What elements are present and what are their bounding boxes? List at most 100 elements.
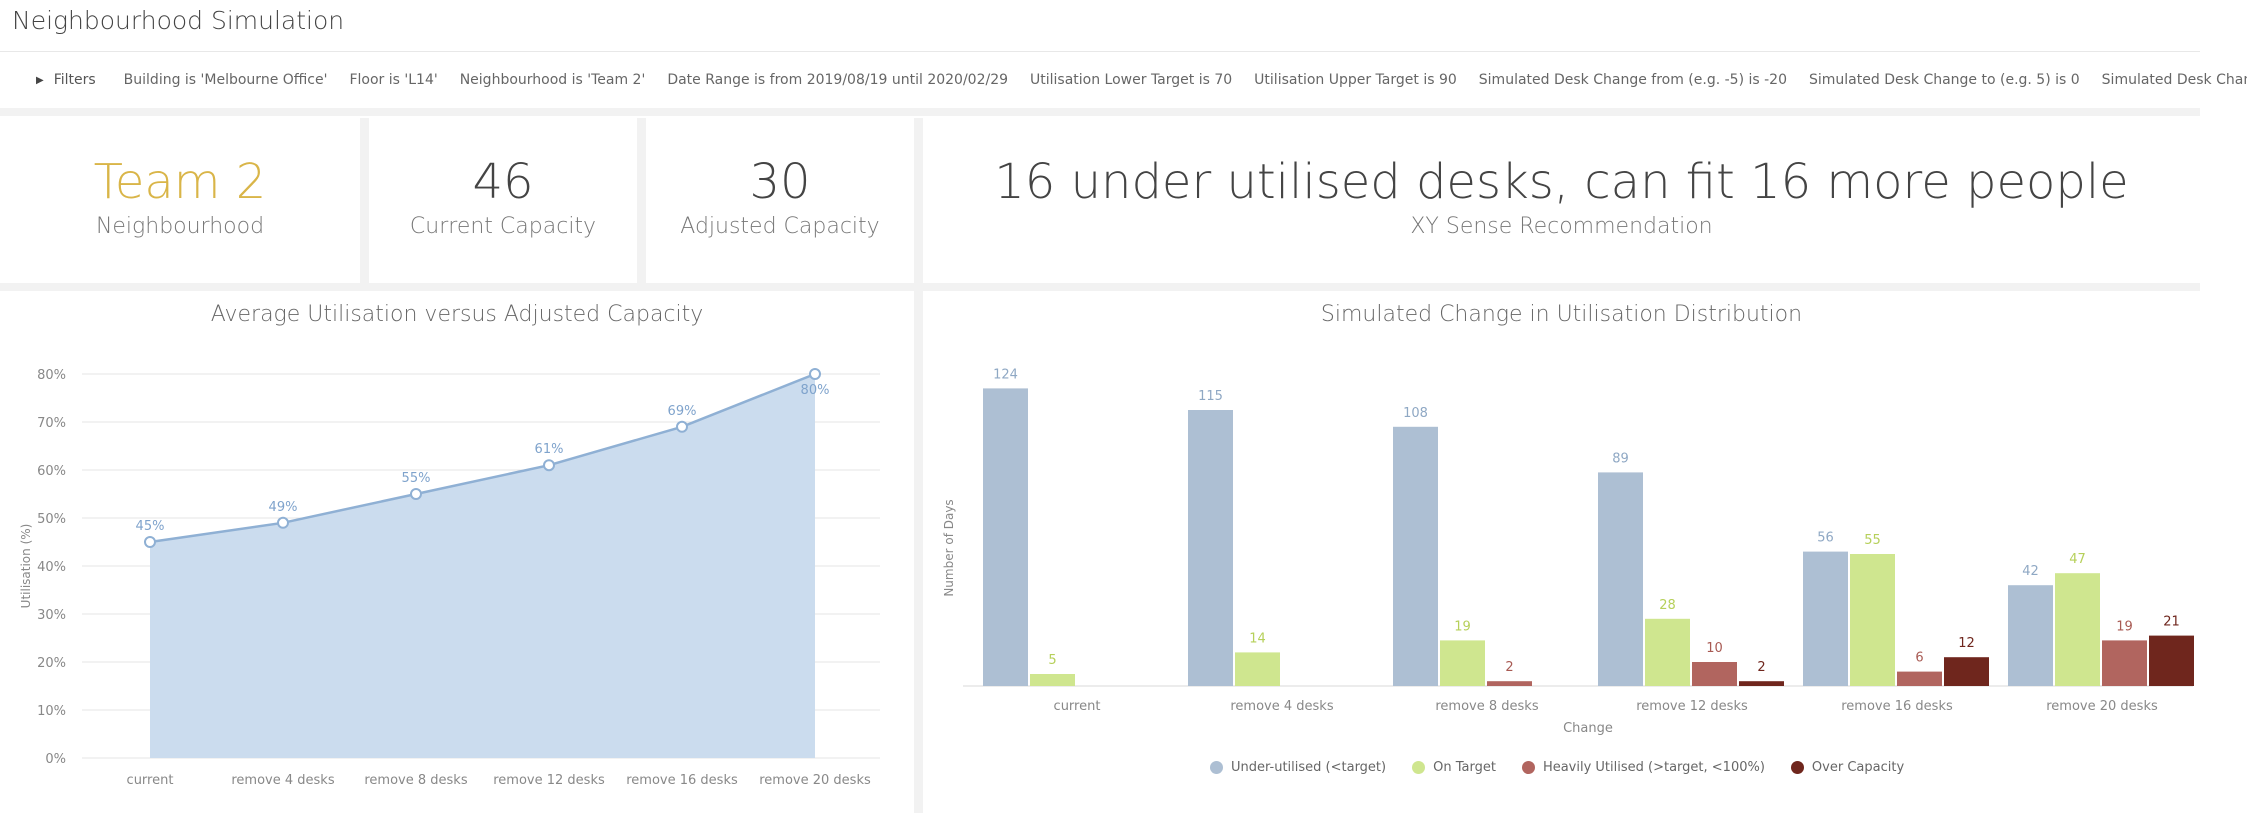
kpi-current-capacity: 46 Current Capacity	[369, 118, 637, 283]
filter-neighbourhood[interactable]: Neighbourhood is 'Team 2'	[459, 72, 646, 88]
bar-value-label: 89	[1612, 451, 1629, 466]
bar[interactable]	[1803, 551, 1848, 686]
bar-value-label: 108	[1403, 406, 1428, 421]
x-tick-label: remove 20 desks	[2046, 699, 2158, 714]
y-tick-label: 0%	[45, 752, 66, 767]
bar[interactable]	[1235, 652, 1280, 686]
filter-date-range[interactable]: Date Range is from 2019/08/19 until 2020…	[667, 72, 1009, 88]
kpi-current-capacity-label: Current Capacity	[409, 214, 597, 239]
x-tick-label: remove 4 desks	[1230, 699, 1333, 714]
y-tick-label: 10%	[37, 704, 66, 719]
y-axis-label: Utilisation (%)	[19, 524, 33, 609]
data-point[interactable]	[410, 488, 422, 500]
card-separator	[360, 118, 369, 283]
data-point[interactable]	[144, 536, 156, 548]
kpi-adjusted-capacity-value: 30	[749, 154, 811, 210]
data-label: 45%	[136, 519, 165, 534]
bar-value-label: 21	[2163, 615, 2180, 630]
filter-upper-target[interactable]: Utilisation Upper Target is 90	[1254, 72, 1457, 88]
bar-value-label: 124	[993, 367, 1018, 382]
legend-dot-icon	[1412, 761, 1426, 774]
bar-value-label: 47	[2069, 552, 2086, 567]
legend-label: On Target	[1433, 760, 1496, 775]
bar[interactable]	[2055, 573, 2100, 686]
bar[interactable]	[1692, 662, 1737, 686]
y-tick-label: 40%	[37, 560, 66, 575]
bar-chart-legend: Under-utilised (<target) On Target Heavi…	[1210, 760, 1904, 775]
filter-desk-change[interactable]: Simulated Desk Change	[2101, 72, 2247, 88]
y-axis-label: Number of Days	[942, 499, 956, 596]
filter-bar[interactable]: ▶ Filters Building is 'Melbourne Office'…	[36, 72, 2247, 88]
data-point[interactable]	[277, 516, 289, 529]
data-point[interactable]	[543, 459, 555, 472]
panel-separator	[914, 291, 923, 813]
section-divider	[0, 108, 2200, 116]
legend-dot-icon	[1210, 761, 1223, 774]
data-label: 61%	[535, 442, 564, 457]
x-tick-label: remove 20 desks	[759, 773, 871, 788]
bar-value-label: 6	[1915, 651, 1923, 666]
section-divider	[0, 283, 2200, 291]
x-tick-label: current	[127, 773, 174, 788]
y-tick-label: 60%	[37, 464, 66, 479]
kpi-current-capacity-value: 46	[472, 154, 534, 210]
x-tick-label: remove 8 desks	[1435, 699, 1538, 714]
legend-item-heavily-utilised[interactable]: Heavily Utilised (>target, <100%)	[1521, 760, 1765, 775]
bar-value-label: 115	[1198, 389, 1223, 404]
y-tick-label: 20%	[37, 656, 66, 671]
bar[interactable]	[1030, 674, 1075, 686]
y-tick-label: 30%	[37, 608, 66, 623]
bar[interactable]	[1897, 671, 1942, 686]
legend-item-under-utilised[interactable]: Under-utilised (<target)	[1210, 760, 1386, 775]
y-tick-label: 80%	[37, 368, 66, 383]
bar[interactable]	[1850, 554, 1895, 686]
bar-value-label: 19	[1454, 619, 1471, 634]
area-chart-title: Average Utilisation versus Adjusted Capa…	[210, 302, 704, 327]
bar[interactable]	[2149, 635, 2194, 686]
bar-value-label: 10	[1706, 641, 1723, 656]
data-label: 80%	[801, 383, 830, 398]
bar[interactable]	[983, 388, 1028, 686]
expand-triangle-icon[interactable]: ▶	[36, 74, 44, 86]
bar[interactable]	[1944, 657, 1989, 686]
bar[interactable]	[1739, 681, 1784, 686]
bar-value-label: 19	[2116, 619, 2133, 634]
bar[interactable]	[1393, 426, 1438, 686]
kpi-adjusted-capacity: 30 Adjusted Capacity	[646, 118, 914, 283]
filter-lower-target[interactable]: Utilisation Lower Target is 70	[1030, 72, 1233, 88]
data-label: 49%	[269, 500, 298, 515]
bar-value-label: 12	[1958, 636, 1975, 651]
bar-chart-title: Simulated Change in Utilisation Distribu…	[1320, 302, 1803, 327]
area-fill	[150, 374, 815, 758]
data-label: 69%	[668, 404, 697, 419]
filter-building[interactable]: Building is 'Melbourne Office'	[123, 72, 328, 88]
bar[interactable]	[1598, 472, 1643, 686]
legend-item-on-target[interactable]: On Target	[1412, 760, 1496, 775]
filter-desk-change-to[interactable]: Simulated Desk Change to (e.g. 5) is 0	[1809, 72, 2080, 88]
data-label: 55%	[402, 471, 431, 486]
legend-dot-icon	[1790, 761, 1804, 774]
bar-value-label: 56	[1817, 531, 1834, 546]
bar[interactable]	[2008, 585, 2053, 686]
bar[interactable]	[1645, 618, 1690, 686]
card-separator	[637, 118, 646, 283]
filter-desk-change-from[interactable]: Simulated Desk Change from (e.g. -5) is …	[1478, 72, 1787, 88]
kpi-recommendation-label: XY Sense Recommendation	[1410, 214, 1713, 239]
x-tick-label: remove 12 desks	[1636, 699, 1748, 714]
x-tick-label: remove 12 desks	[493, 773, 605, 788]
bar[interactable]	[1487, 681, 1532, 686]
bar[interactable]	[1188, 410, 1233, 686]
page-title: Neighbourhood Simulation	[12, 6, 345, 35]
filter-floor[interactable]: Floor is 'L14'	[349, 72, 438, 88]
data-point[interactable]	[809, 368, 821, 380]
kpi-neighbourhood: Team 2 Neighbourhood	[0, 118, 360, 283]
legend-item-over-capacity[interactable]: Over Capacity	[1790, 760, 1904, 775]
bar[interactable]	[1440, 640, 1485, 686]
kpi-neighbourhood-label: Neighbourhood	[95, 214, 265, 239]
area-line	[149, 372, 816, 544]
bar-chart: Number of Days 124 5 current 115 14 remove 4 d…	[942, 367, 2194, 736]
x-tick-label: remove 16 desks	[1841, 699, 1953, 714]
filters-label[interactable]: Filters	[53, 72, 96, 88]
data-point[interactable]	[676, 420, 688, 433]
bar[interactable]	[2102, 640, 2147, 686]
